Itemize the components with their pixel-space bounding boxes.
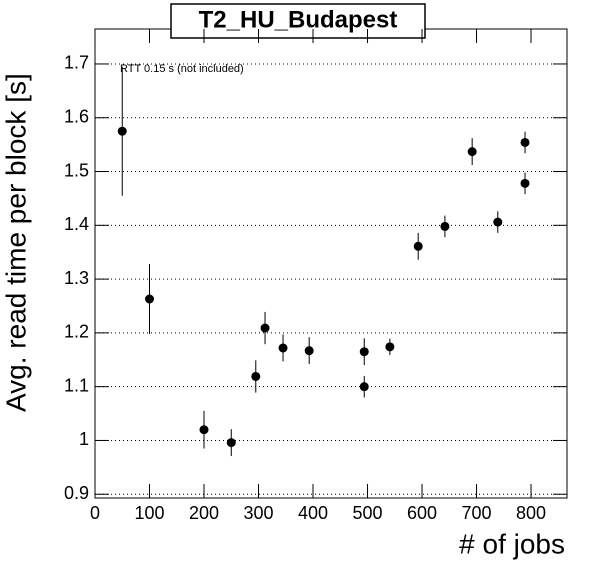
- y-tick-label: 1.5: [64, 160, 89, 180]
- y-tick-label: 1: [79, 429, 89, 449]
- x-tick-label: 800: [516, 503, 546, 523]
- x-axis-label: # of jobs: [459, 528, 565, 559]
- data-point: [278, 343, 288, 353]
- data-point: [145, 294, 155, 304]
- data-point: [304, 346, 314, 356]
- x-tick-label: 200: [189, 503, 219, 523]
- annotation: RTT 0.15 s (not included): [120, 63, 244, 75]
- title-box: [170, 3, 426, 39]
- data-point: [359, 347, 369, 357]
- x-tick-label: 600: [407, 503, 437, 523]
- data-point: [359, 382, 369, 392]
- data-point: [260, 323, 270, 333]
- data-point: [226, 438, 236, 448]
- data-point: [413, 241, 423, 251]
- chart-title: T2_HU_Budapest: [199, 6, 398, 33]
- y-tick-label: 1.1: [64, 375, 89, 395]
- data-point: [251, 371, 261, 381]
- y-tick-label: 1.3: [64, 268, 89, 288]
- data-point: [520, 178, 530, 188]
- data-point: [467, 147, 477, 157]
- y-axis-label: Avg. read time per block [s]: [0, 73, 31, 412]
- y-tick-label: 1.4: [64, 214, 89, 234]
- data-point: [117, 126, 127, 136]
- x-tick-label: 100: [134, 503, 164, 523]
- data-point: [520, 137, 530, 147]
- y-tick-label: 1.7: [64, 53, 89, 73]
- x-tick-label: 400: [298, 503, 328, 523]
- x-tick-label: 700: [462, 503, 492, 523]
- data-point: [493, 217, 503, 227]
- data-point: [199, 425, 209, 435]
- x-tick-label: 300: [243, 503, 273, 523]
- y-tick-label: 0.9: [64, 483, 89, 503]
- x-tick-label: 500: [352, 503, 382, 523]
- y-tick-label: 1.6: [64, 106, 89, 126]
- y-tick-label: 1.2: [64, 322, 89, 342]
- data-point: [440, 221, 450, 231]
- x-tick-label: 0: [90, 503, 100, 523]
- data-point: [385, 342, 395, 352]
